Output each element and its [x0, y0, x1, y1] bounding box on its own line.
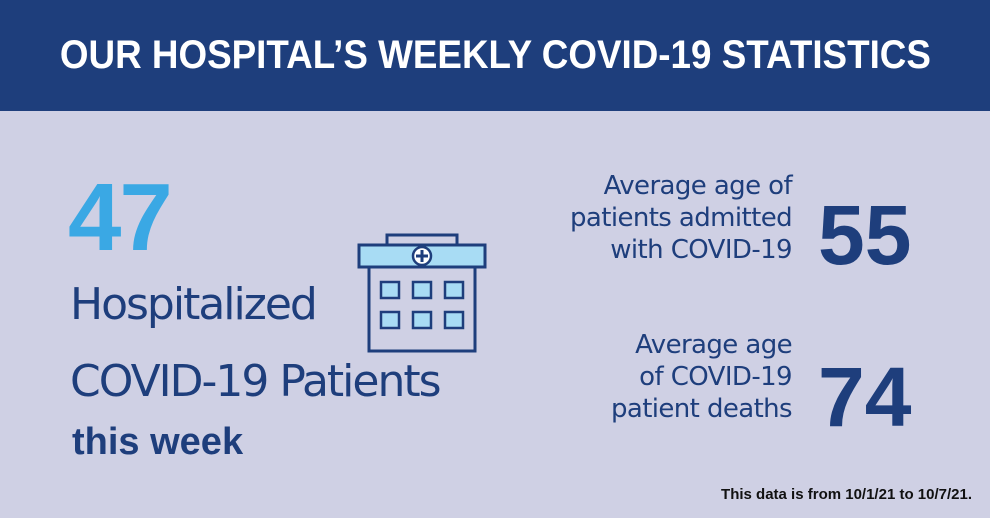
- avg-age-admitted-label: Average age of patients admitted with CO…: [569, 170, 793, 266]
- page-title: OUR HOSPITAL’S WEEKLY COVID-19 STATISTIC…: [59, 33, 931, 77]
- avg-age-admitted-value: 55: [818, 188, 912, 282]
- hospitalized-count: 47: [68, 164, 173, 271]
- avg-age-deaths-label-line: of COVID-19: [639, 362, 792, 392]
- hospital-building-icon: [357, 233, 487, 353]
- avg-age-deaths-label: Average age of COVID-19 patient deaths: [610, 329, 793, 425]
- date-range-footnote: This data is from 10/1/21 to 10/7/21.: [721, 486, 972, 503]
- avg-age-deaths-value: 74: [818, 350, 912, 444]
- avg-age-deaths-label-line: Average age: [635, 330, 792, 360]
- hospitalized-label-line2: COVID-19 Patients: [70, 356, 442, 407]
- hospitalized-label-line1: Hospitalized: [70, 279, 318, 330]
- avg-age-admitted-label-line: Average age of: [603, 171, 793, 201]
- header-banner: OUR HOSPITAL’S WEEKLY COVID-19 STATISTIC…: [0, 0, 990, 111]
- hospitalized-label-line3: this week: [72, 421, 244, 463]
- avg-age-admitted-label-line: patients admitted: [569, 203, 793, 233]
- avg-age-deaths-label-line: patient deaths: [610, 394, 793, 424]
- avg-age-admitted-label-line: with COVID-19: [610, 235, 792, 265]
